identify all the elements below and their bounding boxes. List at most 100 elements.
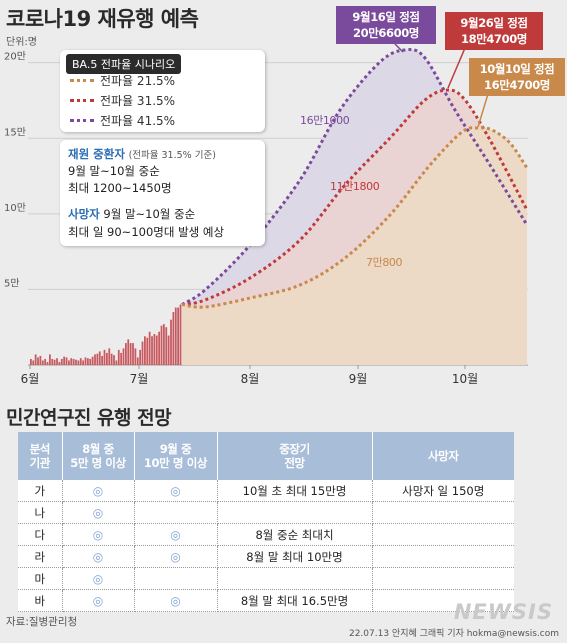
cell-sep: ◎ (134, 545, 218, 568)
case-bar (34, 354, 37, 365)
case-bar (94, 354, 96, 365)
x-tick-label: 10월 (452, 372, 478, 386)
case-bar (151, 336, 153, 365)
curve-31 (181, 88, 529, 307)
case-bar (141, 341, 144, 365)
case-bar (39, 355, 42, 365)
cell-sep (134, 567, 218, 590)
peak-date-21: 10월10일 정점 (479, 62, 555, 76)
case-bar (177, 307, 180, 365)
x-tick-label: 8월 (241, 372, 260, 386)
credit-line: 22.07.13 안지혜 그래픽 기자 hokma@newsis.com (348, 629, 559, 639)
peak-date-41: 9월16일 정점 (352, 10, 420, 24)
y-tick-label: 5만 (4, 277, 20, 289)
severe-line1: 9월 말~10월 중순 (68, 164, 160, 178)
section-title: 민간연구진 유행 전망 (6, 407, 172, 429)
cell-org: 다 (18, 523, 63, 546)
case-bar (79, 358, 82, 365)
case-bar (91, 356, 94, 365)
cell-aug: ◎ (62, 501, 135, 524)
case-bar (170, 319, 172, 365)
death-heading: 사망자 9월 말~10월 중순 (68, 206, 195, 222)
case-bar (125, 343, 127, 365)
forecast-table: 분석 기관 8월 중 5만 명 이상 9월 중 10만 명 이상 중장기 전망 사망자 … (18, 432, 514, 612)
cell-sep: ◎ (134, 480, 218, 502)
case-bar (56, 358, 58, 365)
case-bar (153, 334, 156, 365)
mid-value-label: 16만1000 (300, 114, 350, 127)
legend-label-41: 전파율 41.5% (100, 114, 176, 128)
case-bar (70, 358, 73, 365)
case-bar (108, 348, 111, 365)
cell-death: 사망자 일 150명 (372, 480, 514, 502)
case-bar (63, 356, 66, 365)
case-bar (98, 351, 101, 365)
cell-death (372, 567, 514, 590)
x-tick-label: 7월 (130, 372, 149, 386)
pointer-41 (394, 43, 404, 53)
table-row: 다 ◎ ◎ 8월 중순 최대치 (18, 523, 514, 546)
source-note: 자료:질병관리청 (6, 616, 78, 628)
case-bar (106, 352, 108, 365)
case-bar (110, 353, 113, 365)
legend-swatch-41 (70, 119, 94, 122)
case-bar (82, 360, 85, 365)
table-header-row: 분석 기관 8월 중 5만 명 이상 9월 중 10만 명 이상 중장기 전망 사망자 (18, 432, 514, 480)
case-bar (89, 358, 92, 365)
case-bar (179, 304, 182, 365)
table-row: 라 ◎ ◎ 8월 말 최대 10만명 (18, 545, 514, 568)
cell-org: 라 (18, 545, 63, 568)
area-21 (182, 127, 527, 365)
x-tick-label: 6월 (21, 372, 40, 386)
case-bar (32, 360, 35, 365)
cell-aug: ◎ (62, 480, 135, 502)
case-bar (41, 360, 44, 365)
case-bar (172, 312, 175, 365)
case-bar (134, 348, 137, 365)
case-bar (58, 361, 61, 365)
case-bar (122, 348, 125, 365)
cell-sep (134, 501, 218, 524)
curve-21 (181, 126, 529, 309)
case-bar (72, 358, 75, 365)
cell-death (372, 589, 514, 612)
case-bar (49, 354, 51, 365)
pointer-31 (447, 47, 466, 89)
peak-value-31: 18만4700명 (461, 32, 527, 46)
case-bar (75, 359, 77, 365)
case-bar (155, 335, 158, 365)
mid-value-label: 11만1800 (330, 180, 380, 193)
mid-value-label: 7만800 (366, 256, 403, 269)
projection-info-box: 재원 중환자 (전파율 31.5% 기준) 9월 말~10월 중순 최대 120… (60, 140, 265, 246)
table-row: 나 ◎ (18, 501, 514, 524)
case-bar (53, 359, 56, 365)
case-bar (174, 307, 177, 365)
peak-callout-41: 9월16일 정점 20만6600명 (336, 6, 436, 44)
legend-item-21: 전파율 21.5% (70, 72, 175, 89)
death-line2: 최대 일 90~100명대 발생 예상 (68, 225, 225, 239)
header-death: 사망자 (372, 432, 514, 480)
cell-outlook: 8월 중순 최대치 (217, 523, 373, 546)
case-bar (136, 357, 139, 365)
scenario-legend: BA.5 전파율 시나리오 전파율 21.5% 전파율 31.5% 전파율 41… (60, 50, 265, 132)
case-bar (87, 358, 89, 365)
legend-item-31: 전파율 31.5% (70, 92, 175, 109)
case-bar (96, 353, 99, 365)
y-tick-label: 15만 (4, 126, 26, 138)
peak-value-21: 16만4700명 (484, 78, 550, 92)
case-bar (51, 358, 54, 365)
case-bar (103, 349, 106, 365)
legend-title: BA.5 전파율 시나리오 (66, 54, 182, 74)
case-bar (113, 355, 115, 365)
legend-label-21: 전파율 21.5% (100, 74, 176, 88)
death-title: 사망자 (68, 207, 100, 221)
newsis-watermark-logo: NEWSIS (453, 600, 553, 624)
case-bar (127, 339, 130, 365)
case-bar (132, 343, 134, 365)
y-tick-label: 10만 (4, 202, 26, 214)
cell-death (372, 545, 514, 568)
cell-sep: ◎ (134, 589, 218, 612)
unit-label: 단위:명 (6, 37, 37, 48)
case-bar (101, 355, 104, 365)
y-tick-label: 20만 (4, 51, 26, 63)
